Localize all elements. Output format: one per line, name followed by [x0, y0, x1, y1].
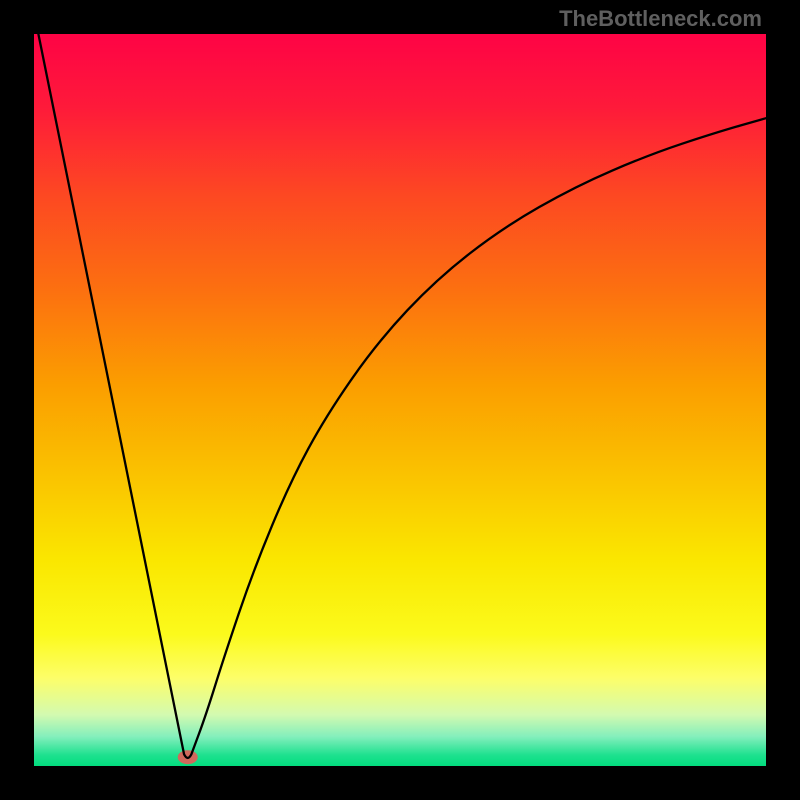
- plot-gradient-background: [34, 34, 766, 766]
- chart-svg: TheBottleneck.com: [0, 0, 800, 800]
- figure-container: TheBottleneck.com: [0, 0, 800, 800]
- watermark-text: TheBottleneck.com: [559, 6, 762, 31]
